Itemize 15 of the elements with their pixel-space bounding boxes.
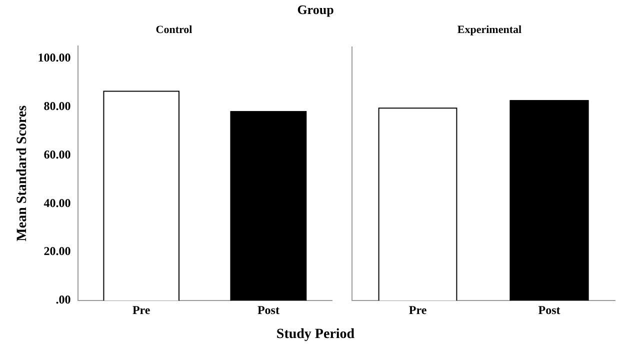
x-tick-label: Post [257, 302, 280, 317]
y-tick-label: 60.00 [44, 147, 71, 162]
y-tick-label: .00 [56, 292, 71, 307]
y-tick-label: 80.00 [44, 98, 71, 113]
x-tick-label: Post [538, 302, 560, 317]
y-tick-label: 100.00 [38, 50, 71, 64]
x-tick-label: Pre [408, 302, 428, 317]
y-tick-label: 20.00 [44, 244, 71, 258]
x-tick-label: Pre [132, 302, 151, 317]
chart-title: Experimental [456, 24, 523, 36]
text: Group [296, 2, 335, 18]
chart-title: Control [154, 24, 194, 36]
x-axis-title: Study Period [275, 327, 356, 343]
y-axis-title: Mean Standard Scores [15, 104, 30, 242]
y-tick-label: 40.00 [44, 196, 71, 210]
